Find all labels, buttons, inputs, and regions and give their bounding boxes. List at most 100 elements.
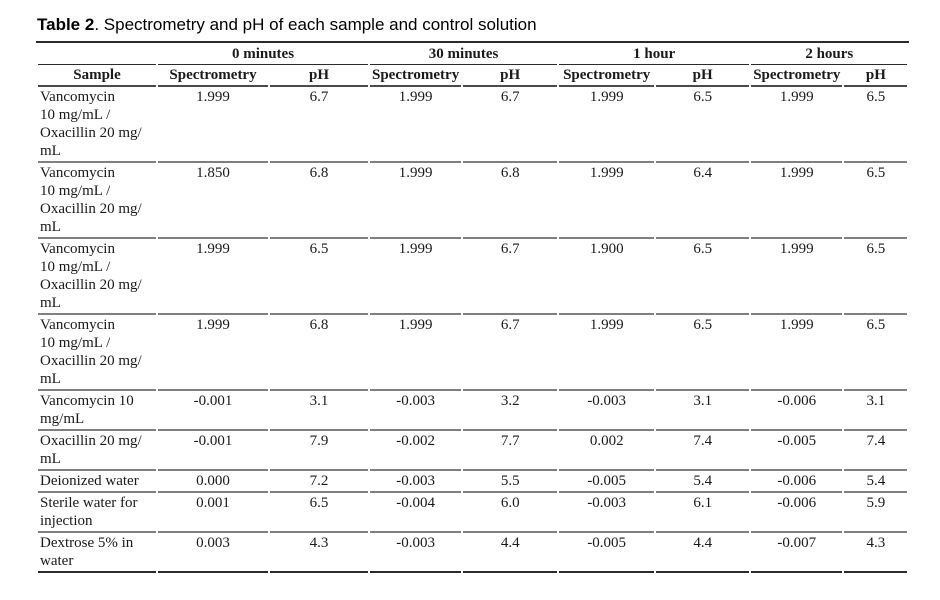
spectrometry-ph-table: 0 minutes 30 minutes 1 hour 2 hours Samp…: [36, 41, 910, 573]
spectrometry-value-cell: 1.999: [751, 163, 843, 239]
ph-value-cell: 6.5: [844, 239, 908, 315]
spectrometry-value-cell: -0.006: [751, 471, 843, 493]
time-group-2-hours: 2 hours: [751, 43, 908, 65]
ph-value-cell: 6.5: [656, 239, 750, 315]
ph-value-cell: 5.5: [463, 471, 558, 493]
ph-value-cell: 7.9: [270, 431, 368, 471]
sample-cell: Sterile water for injection: [38, 493, 156, 533]
ph-value-cell: 5.4: [844, 471, 908, 493]
time-group-30-minutes: 30 minutes: [370, 43, 558, 65]
ph-value-cell: 4.4: [463, 533, 558, 573]
ph-value-cell: 6.0: [463, 493, 558, 533]
spectrometry-value-cell: 0.002: [559, 431, 655, 471]
spectrometry-column-header: Spectrometry: [158, 65, 268, 87]
spectrometry-value-cell: -0.001: [158, 391, 268, 431]
sample-cell: Vancomycin 10 mg/mL / Oxacillin 20 mg/ m…: [38, 239, 156, 315]
spectrometry-value-cell: -0.003: [370, 391, 462, 431]
table-row: Vancomycin 10 mg/mL / Oxacillin 20 mg/ m…: [38, 87, 908, 163]
ph-value-cell: 7.2: [270, 471, 368, 493]
ph-value-cell: 6.5: [270, 239, 368, 315]
spectrometry-value-cell: -0.006: [751, 391, 843, 431]
table-row: Oxacillin 20 mg/ mL -0.001 7.9 -0.002 7.7 0.0…: [38, 431, 908, 471]
ph-value-cell: 7.4: [656, 431, 750, 471]
ph-value-cell: 6.5: [270, 493, 368, 533]
spectrometry-value-cell: -0.003: [370, 533, 462, 573]
time-group-header-row: 0 minutes 30 minutes 1 hour 2 hours: [38, 43, 908, 65]
ph-column-header: pH: [656, 65, 750, 87]
ph-value-cell: 6.5: [844, 87, 908, 163]
ph-column-header: pH: [463, 65, 558, 87]
ph-value-cell: 6.8: [270, 163, 368, 239]
table-caption-label: Table 2: [37, 15, 95, 34]
table-row: Vancomycin 10 mg/mL -0.001 3.1 -0.003 3.2 -0.…: [38, 391, 908, 431]
table-row: Deionized water 0.000 7.2 -0.003 5.5 -0.005 5.…: [38, 471, 908, 493]
ph-value-cell: 6.7: [270, 87, 368, 163]
table-row: Dextrose 5% in water 0.003 4.3 -0.003 4.4 -0.…: [38, 533, 908, 573]
column-header-row: Sample Spectrometry pH Spectrometry pH S…: [38, 65, 908, 87]
spectrometry-value-cell: -0.003: [559, 391, 655, 431]
page: Table 2. Spectrometry and pH of each sam…: [36, 14, 940, 573]
table-caption-text: . Spectrometry and pH of each sample and…: [94, 15, 537, 34]
spectrometry-value-cell: 1.999: [370, 87, 462, 163]
ph-value-cell: 6.5: [656, 87, 750, 163]
spectrometry-value-cell: -0.003: [559, 493, 655, 533]
spectrometry-value-cell: 1.999: [158, 315, 268, 391]
spectrometry-value-cell: 0.003: [158, 533, 268, 573]
table-row: Vancomycin 10 mg/mL / Oxacillin 20 mg/ m…: [38, 239, 908, 315]
ph-value-cell: 3.1: [656, 391, 750, 431]
spectrometry-value-cell: 1.999: [370, 239, 462, 315]
table-caption: Table 2. Spectrometry and pH of each sam…: [37, 14, 940, 36]
ph-value-cell: 4.4: [656, 533, 750, 573]
spectrometry-value-cell: 1.999: [370, 315, 462, 391]
sample-cell: Vancomycin 10 mg/mL: [38, 391, 156, 431]
ph-value-cell: 6.5: [844, 315, 908, 391]
ph-column-header: pH: [844, 65, 908, 87]
spectrometry-value-cell: 1.999: [158, 239, 268, 315]
spectrometry-value-cell: 0.000: [158, 471, 268, 493]
spectrometry-value-cell: -0.002: [370, 431, 462, 471]
table-row: Vancomycin 10 mg/mL / Oxacillin 20 mg/ m…: [38, 163, 908, 239]
spectrometry-column-header: Spectrometry: [751, 65, 843, 87]
ph-value-cell: 6.1: [656, 493, 750, 533]
spectrometry-value-cell: 1.999: [559, 163, 655, 239]
ph-column-header: pH: [270, 65, 368, 87]
time-group-0-minutes: 0 minutes: [158, 43, 368, 65]
sample-cell: Dextrose 5% in water: [38, 533, 156, 573]
ph-value-cell: 3.1: [844, 391, 908, 431]
ph-value-cell: 3.1: [270, 391, 368, 431]
ph-value-cell: 6.7: [463, 239, 558, 315]
spectrometry-value-cell: 1.999: [751, 315, 843, 391]
time-group-1-hour: 1 hour: [559, 43, 750, 65]
sample-cell: Vancomycin 10 mg/mL / Oxacillin 20 mg/ m…: [38, 87, 156, 163]
sample-cell: Vancomycin 10 mg/mL / Oxacillin 20 mg/ m…: [38, 163, 156, 239]
ph-value-cell: 6.8: [463, 163, 558, 239]
ph-value-cell: 6.8: [270, 315, 368, 391]
spectrometry-value-cell: 1.999: [370, 163, 462, 239]
corner-cell: [38, 43, 156, 65]
spectrometry-value-cell: 1.900: [559, 239, 655, 315]
sample-cell: Oxacillin 20 mg/ mL: [38, 431, 156, 471]
ph-value-cell: 5.9: [844, 493, 908, 533]
spectrometry-value-cell: -0.004: [370, 493, 462, 533]
sample-cell: Vancomycin 10 mg/mL / Oxacillin 20 mg/ m…: [38, 315, 156, 391]
ph-value-cell: 6.7: [463, 315, 558, 391]
spectrometry-value-cell: -0.006: [751, 493, 843, 533]
spectrometry-value-cell: 0.001: [158, 493, 268, 533]
sample-cell: Deionized water: [38, 471, 156, 493]
spectrometry-value-cell: 1.999: [751, 87, 843, 163]
spectrometry-value-cell: -0.007: [751, 533, 843, 573]
spectrometry-value-cell: -0.005: [559, 471, 655, 493]
sample-column-header: Sample: [38, 65, 156, 87]
spectrometry-value-cell: 1.999: [559, 315, 655, 391]
spectrometry-value-cell: -0.003: [370, 471, 462, 493]
ph-value-cell: 6.7: [463, 87, 558, 163]
ph-value-cell: 6.4: [656, 163, 750, 239]
spectrometry-column-header: Spectrometry: [559, 65, 655, 87]
table-row: Sterile water for injection 0.001 6.5 -0.00…: [38, 493, 908, 533]
ph-value-cell: 4.3: [844, 533, 908, 573]
spectrometry-value-cell: 1.999: [751, 239, 843, 315]
ph-value-cell: 7.4: [844, 431, 908, 471]
table-body: Vancomycin 10 mg/mL / Oxacillin 20 mg/ m…: [38, 87, 908, 573]
ph-value-cell: 6.5: [656, 315, 750, 391]
ph-value-cell: 3.2: [463, 391, 558, 431]
